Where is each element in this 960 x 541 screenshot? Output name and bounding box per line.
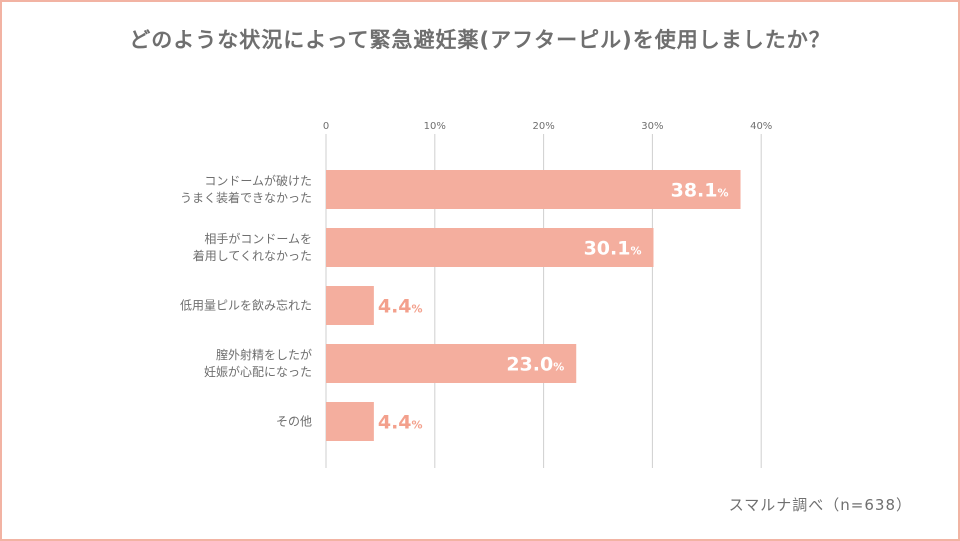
bar <box>326 286 374 325</box>
value-label: 4.4% <box>378 296 423 318</box>
category-label: 低用量ピルを飲み忘れた <box>180 298 312 313</box>
bar <box>326 228 654 267</box>
source-note: スマルナ調べ（n=638） <box>728 496 912 514</box>
value-label: 30.1% <box>584 238 642 260</box>
category-label: 相手がコンドームを着用してくれなかった <box>193 231 312 263</box>
tick-label-layer: 0 10% 20% 30% 40% <box>323 121 773 132</box>
chart-title: どのような状況によって緊急避妊薬(アフターピル)を使用しましたか？ <box>129 28 831 52</box>
category-label: コンドームが破けたうまく装着できなかった <box>180 173 312 205</box>
category-label-layer: コンドームが破けたうまく装着できなかった相手がコンドームを着用してくれなかった低… <box>180 173 312 429</box>
value-label: 23.0% <box>506 354 564 376</box>
value-label: 38.1% <box>671 180 729 202</box>
x-tick-label: 20% <box>532 121 554 132</box>
x-tick-label: 10% <box>424 121 446 132</box>
category-label: 膣外射精をしたが妊娠が心配になった <box>204 347 312 379</box>
x-tick-label: 30% <box>641 121 663 132</box>
value-label: 4.4% <box>378 412 423 434</box>
bar <box>326 402 374 441</box>
bar <box>326 344 577 383</box>
bar <box>326 170 741 209</box>
value-label-layer: 38.1% 30.1% 4.4% 23.0% 4.4% <box>378 180 729 434</box>
bar-layer <box>326 170 741 441</box>
x-tick-label: 0 <box>323 121 329 132</box>
x-tick-label: 40% <box>750 121 772 132</box>
category-label: その他 <box>276 415 312 429</box>
